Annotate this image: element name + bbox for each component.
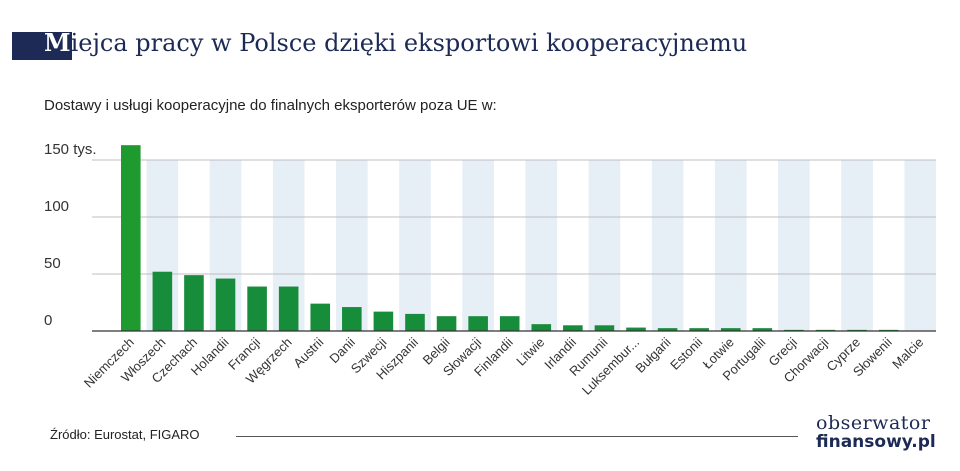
bar <box>752 328 773 331</box>
bar <box>531 324 552 331</box>
bar <box>215 278 236 331</box>
y-tick-label: 50 <box>44 255 61 272</box>
y-tick-label: 100 <box>44 198 69 215</box>
category-stripe <box>399 160 431 331</box>
logo-line-2: finansowy.pl <box>816 432 936 452</box>
bar <box>373 311 394 331</box>
footer-divider <box>236 436 798 437</box>
x-tick-label: Estonii <box>667 334 705 372</box>
bar <box>657 328 678 331</box>
brand-logo: obserwator finansowy.pl <box>812 412 942 458</box>
x-tick-label: Bułgarii <box>632 334 673 375</box>
category-stripe <box>841 160 873 331</box>
header: Miejca pracy w Polsce dzięki eksportowi … <box>0 0 960 90</box>
source-note: Źródło: Eurostat, FIGARO <box>50 427 200 442</box>
category-stripe <box>778 160 810 331</box>
bar <box>405 313 425 331</box>
bar <box>468 316 488 331</box>
category-stripe <box>651 160 684 331</box>
bar <box>120 145 141 331</box>
bar <box>626 327 646 331</box>
x-tick-label: Austrii <box>290 334 326 370</box>
category-stripe <box>588 160 621 331</box>
bar <box>247 286 267 331</box>
title-first-letter: M <box>44 28 71 57</box>
category-stripe <box>904 160 936 331</box>
bar <box>594 325 615 331</box>
category-stripe <box>525 160 558 331</box>
bar <box>720 328 741 331</box>
title-accent-bar <box>12 32 72 60</box>
bar <box>310 303 331 331</box>
category-stripe <box>336 160 368 331</box>
bar <box>499 316 520 331</box>
category-stripe <box>714 160 747 331</box>
category-stripe <box>462 160 494 331</box>
x-tick-label: Malcie <box>889 335 926 372</box>
bar <box>278 286 299 331</box>
bar <box>152 271 173 331</box>
bar <box>184 275 204 331</box>
logo-line-1: obserwator <box>816 412 931 434</box>
page-title: Miejca pracy w Polsce dzięki eksportowi … <box>44 28 747 57</box>
chart-subtitle: Dostawy i usługi kooperacyjne do finalny… <box>44 97 497 114</box>
y-tick-label: 0 <box>44 312 52 329</box>
y-tick-label: 150 tys. <box>44 141 97 158</box>
bar <box>436 316 457 331</box>
bar <box>689 328 709 331</box>
bar <box>342 307 362 331</box>
title-rest: iejca pracy w Polsce dzięki eksportowi k… <box>70 29 748 57</box>
bar <box>563 325 583 331</box>
